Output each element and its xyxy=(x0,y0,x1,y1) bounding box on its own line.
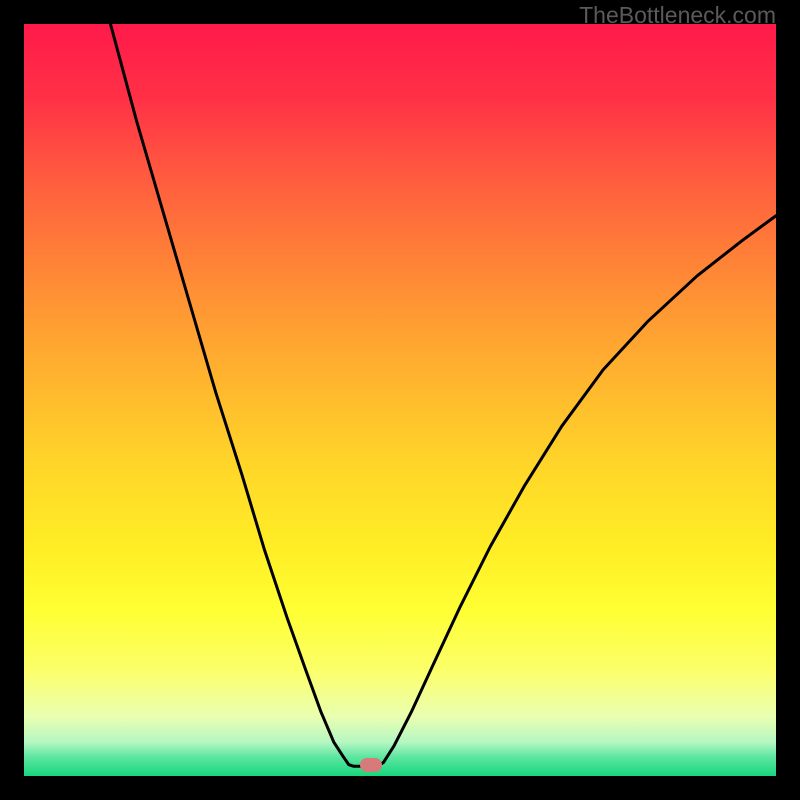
chart-container: TheBottleneck.com xyxy=(0,0,800,800)
watermark-text: TheBottleneck.com xyxy=(579,2,776,29)
bottleneck-curve xyxy=(0,0,800,800)
optimum-marker xyxy=(360,758,382,772)
curve-path xyxy=(110,24,776,766)
plot-area xyxy=(0,0,800,800)
